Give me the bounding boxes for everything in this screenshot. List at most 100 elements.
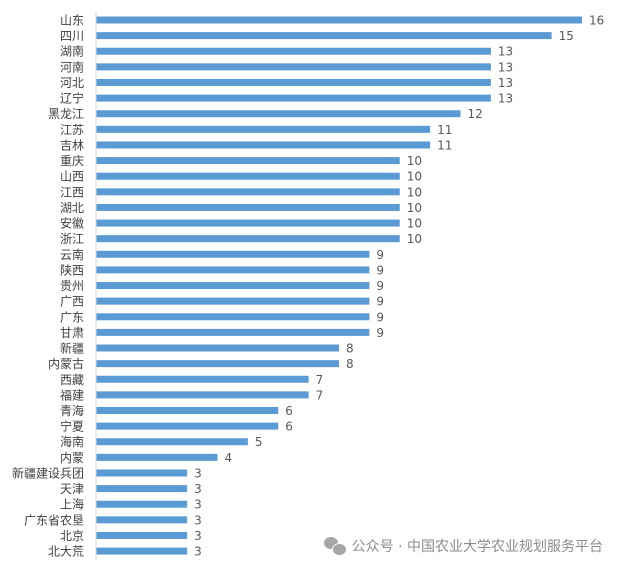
bar-15 [96, 250, 370, 258]
bars-layer [96, 16, 582, 555]
bar-32 [96, 516, 188, 524]
wechat-icon [323, 537, 347, 556]
category-label-31: 上海 [60, 497, 84, 512]
value-label-31: 3 [194, 498, 202, 512]
labels-layer: 山东 16 四川 15 湖南 13 河南 13 河北 13 辽宁 13 黑龙江 12 江苏 11 吉林 11 重庆 1… [12, 14, 604, 559]
bar-18 [96, 297, 370, 305]
category-label-29: 新疆建设兵团 [12, 465, 84, 480]
category-label-6: 黑龙江 [48, 107, 84, 121]
value-label-7: 11 [437, 123, 452, 137]
category-label-25: 青海 [60, 403, 84, 418]
category-label-7: 江苏 [60, 123, 84, 137]
category-label-19: 广东 [60, 310, 84, 324]
value-label-14: 10 [407, 232, 422, 246]
bar-29 [96, 469, 188, 477]
bar-20 [96, 328, 370, 336]
category-label-4: 河北 [60, 76, 84, 90]
category-label-20: 甘肃 [60, 326, 84, 340]
value-label-28: 4 [225, 451, 233, 465]
category-label-5: 辽宁 [60, 91, 84, 106]
bar-3 [96, 63, 491, 71]
value-label-6: 12 [468, 107, 483, 121]
category-label-11: 江西 [60, 185, 84, 199]
value-label-23: 7 [316, 373, 324, 387]
value-label-21: 8 [346, 342, 354, 356]
watermark-text: 公众号 · 中国农业大学农业规划服务平台 [351, 539, 603, 555]
bar-24 [96, 391, 309, 399]
value-label-22: 8 [346, 357, 354, 371]
category-label-33: 北京 [60, 529, 84, 543]
value-label-12: 10 [407, 201, 422, 215]
category-label-32: 广东省农垦 [24, 513, 84, 527]
category-label-23: 西藏 [60, 373, 84, 387]
bar-30 [96, 485, 188, 493]
category-label-0: 山东 [60, 14, 84, 28]
value-label-1: 15 [559, 29, 574, 43]
bar-0 [96, 16, 582, 24]
bar-2 [96, 47, 491, 55]
value-label-33: 3 [194, 529, 202, 543]
value-label-4: 13 [498, 76, 513, 90]
bar-5 [96, 94, 491, 102]
bar-22 [96, 360, 339, 368]
value-label-18: 9 [376, 295, 384, 309]
value-label-26: 6 [285, 420, 293, 434]
bar-10 [96, 172, 400, 180]
category-label-15: 云南 [60, 247, 84, 262]
bar-7 [96, 125, 431, 133]
bar-1 [96, 32, 552, 40]
value-label-5: 13 [498, 92, 513, 106]
value-label-17: 9 [376, 279, 384, 293]
value-label-2: 13 [498, 45, 513, 59]
value-label-34: 3 [194, 545, 202, 559]
bar-25 [96, 407, 279, 414]
value-label-13: 10 [407, 217, 422, 231]
bar-21 [96, 344, 339, 352]
category-label-24: 福建 [60, 387, 84, 402]
bar-6 [96, 110, 461, 118]
bar-27 [96, 438, 248, 446]
category-label-30: 天津 [60, 482, 84, 496]
bar-23 [96, 375, 309, 383]
value-label-3: 13 [498, 60, 513, 74]
category-label-16: 陕西 [60, 262, 84, 277]
value-label-32: 3 [194, 513, 202, 527]
watermark: 公众号 · 中国农业大学农业规划服务平台 [323, 536, 603, 556]
value-label-27: 5 [255, 435, 263, 449]
value-label-8: 11 [437, 138, 452, 152]
value-label-15: 9 [376, 248, 384, 262]
value-label-30: 3 [194, 482, 202, 496]
bar-26 [96, 422, 279, 430]
value-label-11: 10 [407, 185, 422, 199]
category-label-3: 河南 [60, 59, 84, 74]
category-label-1: 四川 [60, 29, 84, 43]
bar-34 [96, 547, 188, 555]
bar-12 [96, 203, 400, 211]
bar-33 [96, 531, 188, 539]
value-label-25: 6 [285, 404, 293, 418]
bar-28 [96, 453, 218, 461]
bar-13 [96, 219, 400, 227]
category-label-13: 安徽 [60, 216, 84, 231]
category-label-17: 贵州 [60, 279, 84, 293]
value-label-24: 7 [316, 388, 324, 402]
bar-9 [96, 157, 400, 165]
bar-17 [96, 282, 370, 290]
bar-11 [96, 188, 400, 196]
value-label-10: 10 [407, 170, 422, 184]
bar-16 [96, 266, 370, 274]
value-label-9: 10 [407, 154, 422, 168]
value-label-20: 9 [376, 326, 384, 340]
category-label-12: 湖北 [60, 200, 84, 215]
category-label-28: 内蒙 [60, 451, 84, 465]
category-label-9: 重庆 [60, 154, 84, 168]
category-label-2: 湖南 [60, 44, 84, 59]
bar-31 [96, 500, 188, 508]
category-label-21: 新疆 [60, 341, 84, 356]
category-label-22: 内蒙古 [48, 356, 84, 371]
category-label-14: 浙江 [60, 232, 84, 246]
bar-14 [96, 235, 400, 243]
category-label-10: 山西 [60, 170, 84, 184]
